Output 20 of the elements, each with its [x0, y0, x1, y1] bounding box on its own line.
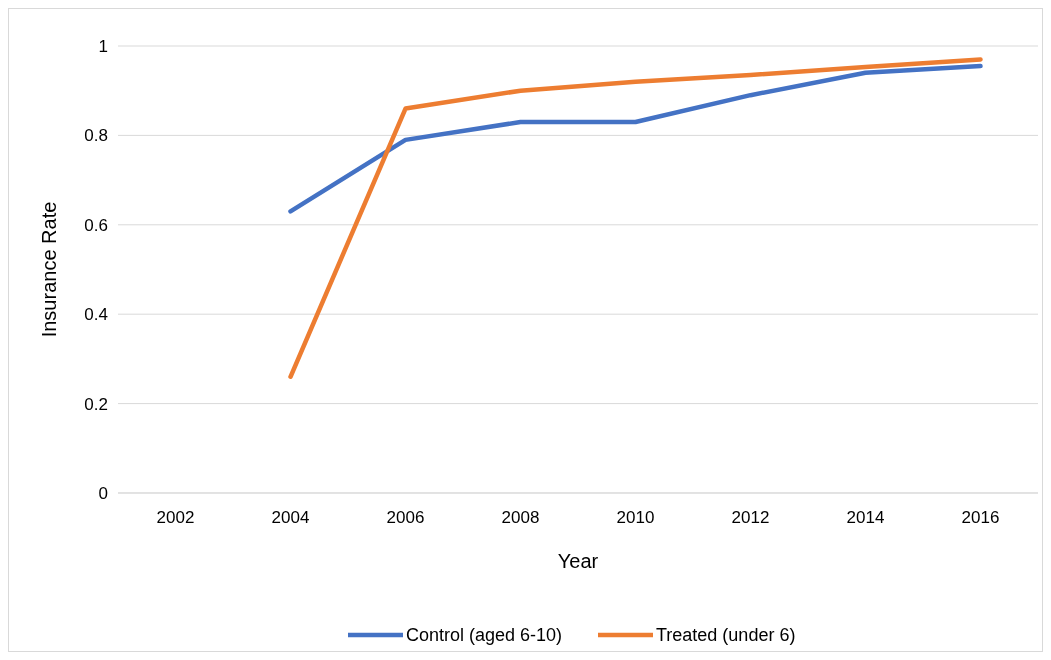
x-tick-label: 2006	[386, 508, 425, 527]
x-tick-label: 2010	[616, 508, 655, 527]
y-tick-label: 0.6	[84, 215, 108, 235]
legend-label: Treated (under 6)	[656, 625, 796, 646]
x-axis-title: Year	[557, 550, 599, 572]
x-tick-label: 2014	[846, 508, 885, 527]
y-tick-label: 0.4	[84, 305, 108, 325]
y-tick-label: 0	[98, 483, 108, 503]
y-tick-label: 0.2	[84, 394, 108, 414]
x-tick-label: 2012	[731, 508, 770, 527]
line-series	[288, 57, 983, 380]
x-tick-label: 2002	[156, 508, 195, 527]
line-series	[288, 63, 983, 214]
y-tick-label: 1	[98, 36, 108, 56]
y-axis-title: Insurance Rate	[38, 201, 60, 338]
x-tick-label: 2004	[271, 508, 310, 527]
legend-label: Control (aged 6-10)	[406, 625, 563, 646]
x-tick-label: 2016	[961, 508, 1000, 527]
x-tick-label: 2008	[501, 508, 540, 527]
y-tick-label: 0.8	[84, 126, 108, 146]
